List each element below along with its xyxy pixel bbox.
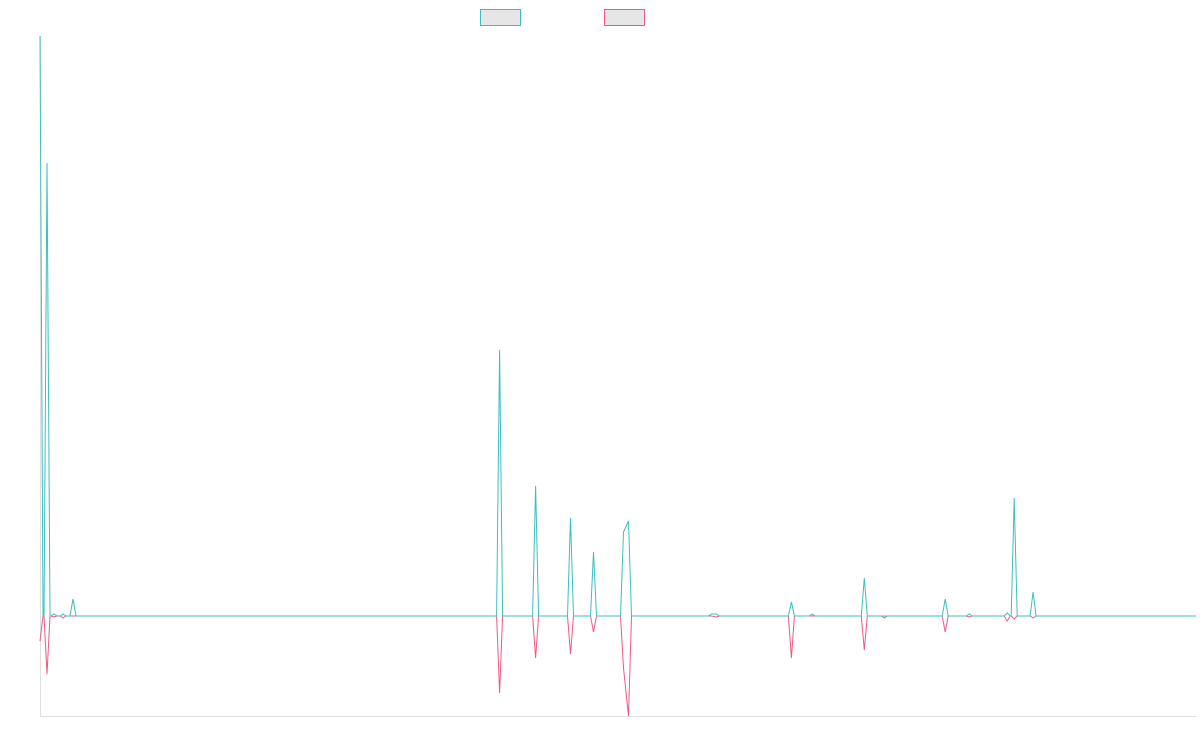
series-line-b	[39, 615, 1196, 717]
series-layer	[39, 35, 1197, 717]
legend	[480, 9, 645, 26]
legend-swatch-series-a[interactable]	[480, 9, 521, 26]
legend-swatch-series-b[interactable]	[604, 9, 645, 26]
series-line-a	[39, 35, 1196, 617]
